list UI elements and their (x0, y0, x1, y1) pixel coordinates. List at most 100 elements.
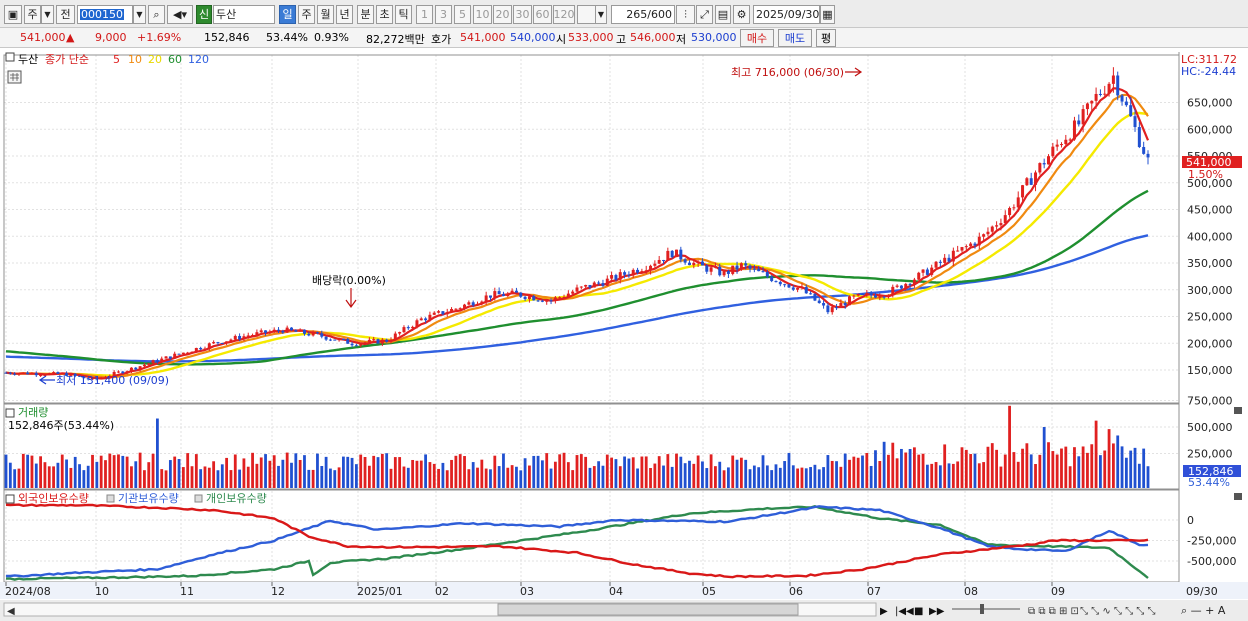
volume-bar (951, 463, 955, 488)
interval-10[interactable]: 10 (473, 5, 492, 24)
interval-3[interactable]: 3 (435, 5, 452, 24)
candle-body (406, 327, 410, 329)
volume-close-icon[interactable] (1234, 407, 1242, 414)
volume-bar (342, 456, 345, 488)
stock-code-input[interactable]: 000150 (77, 5, 133, 24)
zoom-slider-handle[interactable] (980, 604, 984, 614)
volume-bar (173, 456, 177, 488)
stock-code-value: 000150 (80, 8, 124, 21)
view-tools-icon[interactable]: ⧉ ⧉ ⧉ ⊞ ⊡ (1028, 606, 1079, 617)
type-selector[interactable]: 주 (24, 5, 41, 24)
sell-button[interactable]: 매도 (778, 29, 812, 47)
candle-body (597, 282, 601, 284)
volume-bar (298, 459, 302, 488)
volume-bar (843, 453, 847, 488)
volume-panel[interactable]: 750,000 500,000 250,000 거래량 152,846주(53.44… (3, 395, 1242, 490)
candle-body (103, 377, 107, 379)
draw-tool-icon[interactable]: ⤢ (696, 5, 713, 24)
holdings-toggle-icon[interactable] (5, 494, 15, 504)
market-selector[interactable]: 전 (56, 5, 75, 24)
period-month-tab[interactable]: 월 (317, 5, 334, 24)
play-icon[interactable]: ▶▶ (929, 606, 945, 617)
price-axis-label: 300,000 (1187, 284, 1233, 297)
period-day-tab[interactable]: 일 (279, 5, 296, 24)
period-minute-tab[interactable]: 분 (357, 5, 374, 24)
volume-bar (121, 455, 125, 488)
interval-5[interactable]: 5 (454, 5, 471, 24)
volume-bar (1133, 447, 1137, 488)
candle-body (203, 348, 207, 350)
buy-button[interactable]: 매수 (740, 29, 774, 47)
volume-bar (350, 457, 354, 488)
holdings-panel[interactable]: 0 -250,000 -500,000 외국인보유수량 기관보유수량 개인보유수량 (3, 489, 1242, 583)
gear-icon[interactable]: ⚙ (733, 5, 750, 24)
volume-bar (1111, 443, 1115, 488)
window-menu-icon[interactable]: ▣ (4, 5, 22, 24)
interval-chevron-icon[interactable]: ▼ (595, 5, 607, 24)
volume-bar (558, 454, 562, 488)
interval-120[interactable]: 120 (553, 5, 575, 24)
panel-toggle-icon[interactable] (5, 52, 15, 62)
scroll-right-icon[interactable]: ▶ (880, 606, 888, 617)
volume-bar (536, 455, 540, 488)
code-dropdown-icon[interactable]: ▼ (133, 5, 146, 24)
chevron-down-icon[interactable]: ▼ (41, 5, 54, 24)
ask-price: 541,000 (460, 31, 506, 44)
candle-body (367, 339, 371, 343)
volume-bar (290, 462, 293, 488)
interval-30[interactable]: 30 (513, 5, 532, 24)
period-second-tab[interactable]: 초 (376, 5, 393, 24)
candle-body (441, 311, 445, 315)
interval-20[interactable]: 20 (493, 5, 512, 24)
candle-body (683, 259, 687, 263)
volume-bar (8, 462, 12, 488)
search-icon[interactable]: ⌕ (148, 5, 165, 24)
volume-bar (86, 465, 90, 488)
volume-bar (229, 470, 233, 488)
candle-body (687, 262, 691, 266)
period-tick-tab[interactable]: 틱 (395, 5, 412, 24)
candle-body (757, 268, 761, 272)
volume-bar (653, 463, 657, 488)
save-icon[interactable]: ▤ (715, 5, 731, 24)
stop-icon[interactable]: ■ (914, 606, 923, 617)
candle-body (341, 338, 345, 340)
candle-body (129, 367, 133, 372)
interval-60[interactable]: 60 (533, 5, 552, 24)
candle-body (445, 312, 449, 315)
candle-body (865, 293, 869, 295)
candle-body (333, 339, 337, 341)
count-field[interactable]: 265/600 (611, 5, 675, 24)
volume-axis-label: 750,000 (1187, 395, 1233, 408)
jump-start-icon[interactable]: |◀◀ (895, 606, 914, 617)
grid-table-icon[interactable] (7, 70, 22, 84)
volume-bar (432, 463, 436, 488)
candle-body (752, 268, 756, 270)
volume-bar (969, 454, 973, 488)
candle-body (540, 300, 544, 302)
period-year-tab[interactable]: 년 (336, 5, 353, 24)
holdings-close-icon[interactable] (1234, 493, 1242, 500)
candle-type-icon[interactable]: ⫶ (676, 5, 695, 24)
candle-body (969, 243, 973, 247)
volume-bar (272, 455, 276, 488)
volume-bar (99, 455, 103, 488)
period-week-tab[interactable]: 주 (298, 5, 315, 24)
drawing-tools-icon[interactable]: ⤡ ⤡ ∿ ⤡ ⤡ ⤡ ⤡ (1080, 606, 1155, 617)
volume-bar (437, 468, 440, 488)
candle-body (389, 339, 393, 342)
volume-bar (367, 465, 371, 488)
chart-area[interactable]: 650,000600,000550,000500,000450,000400,0… (0, 48, 1248, 621)
candle-body (674, 249, 678, 258)
scroll-thumb[interactable] (497, 603, 799, 616)
volume-toggle-icon[interactable] (5, 408, 15, 418)
price-axis-label: 600,000 (1187, 123, 1233, 136)
scroll-left-icon[interactable]: ◀ (7, 606, 15, 617)
x-axis-label: 09 (1051, 585, 1065, 598)
zoom-tools-icon[interactable]: ⌕ — + A (1181, 604, 1226, 617)
evaluate-button[interactable]: 평 (816, 29, 836, 47)
date-field[interactable]: 2025/09/30 (753, 5, 820, 24)
interval-1[interactable]: 1 (416, 5, 433, 24)
speaker-icon[interactable]: ◀▾ (167, 5, 193, 24)
calendar-icon[interactable]: ▦ (820, 5, 835, 24)
